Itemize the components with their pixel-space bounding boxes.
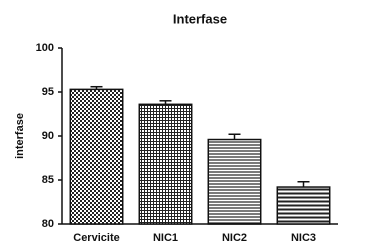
y-tick-label: 100 bbox=[36, 42, 54, 54]
error-bar bbox=[228, 133, 241, 140]
y-axis-label: interfase bbox=[14, 113, 26, 159]
bar bbox=[276, 186, 331, 225]
y-tick-label: 85 bbox=[42, 174, 54, 186]
x-tick-label: Cervicite bbox=[73, 232, 119, 244]
x-tick-label: NIC2 bbox=[222, 232, 247, 244]
error-bar bbox=[297, 181, 310, 188]
y-tick-label: 90 bbox=[42, 130, 54, 142]
x-tick-label: NIC3 bbox=[291, 232, 316, 244]
bar bbox=[138, 103, 193, 225]
error-bar bbox=[159, 100, 172, 105]
bar bbox=[69, 88, 124, 225]
error-bar bbox=[90, 85, 103, 90]
y-tick-label: 80 bbox=[42, 218, 54, 230]
bar bbox=[207, 138, 262, 225]
y-tick-label: 95 bbox=[42, 86, 54, 98]
x-tick-label: NIC1 bbox=[153, 232, 178, 244]
chart-title: Interfase bbox=[173, 11, 227, 26]
